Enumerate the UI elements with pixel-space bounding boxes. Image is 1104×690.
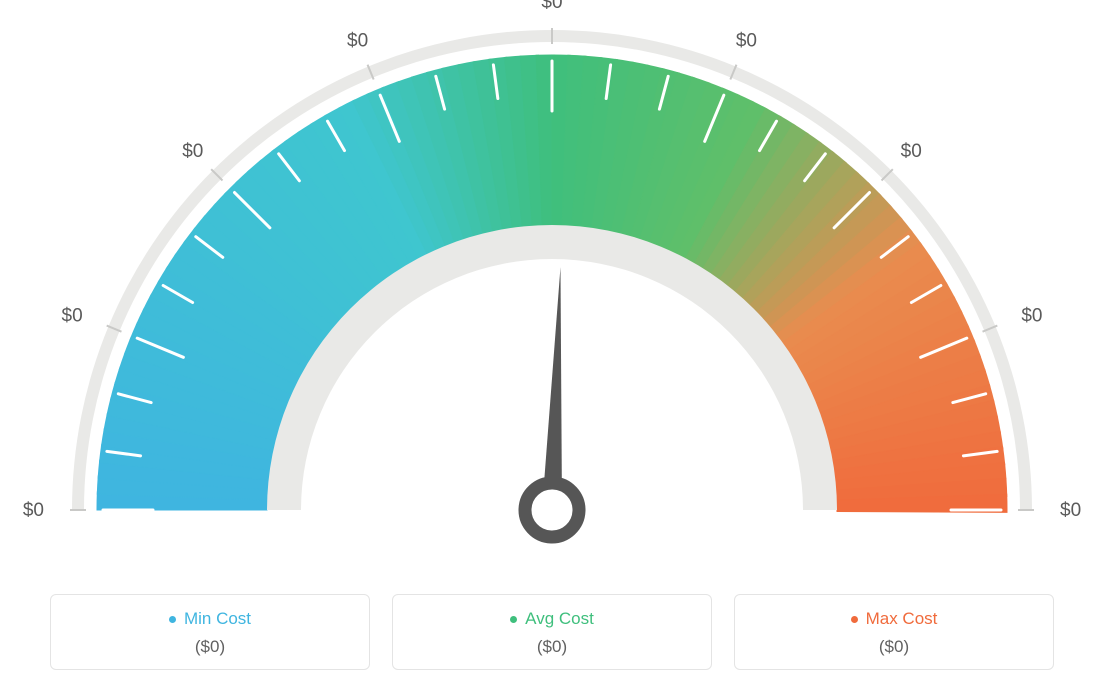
gauge-tick-label: $0 [901, 141, 922, 162]
legend-title-text: Avg Cost [525, 609, 594, 629]
legend-title: Max Cost [851, 609, 938, 629]
legend-dot-icon [169, 616, 176, 623]
gauge-tick-label: $0 [736, 31, 757, 52]
cost-gauge-container: $0 $0 $0 $0 $0 $0 $0 $0 $0 Min Cost ($0) Avg Cost (… [0, 0, 1104, 690]
legend-card-max-cost: Max Cost ($0) [734, 594, 1054, 670]
gauge-tick-label: $0 [1060, 500, 1081, 521]
legend-card-min-cost: Min Cost ($0) [50, 594, 370, 670]
legend-value: ($0) [403, 637, 701, 657]
legend-card-avg-cost: Avg Cost ($0) [392, 594, 712, 670]
legend-dot-icon [510, 616, 517, 623]
legend-value: ($0) [745, 637, 1043, 657]
gauge-tick-label: $0 [23, 500, 44, 521]
gauge-tick-label: $0 [1021, 306, 1042, 327]
legend-dot-icon [851, 616, 858, 623]
legend-title: Avg Cost [510, 609, 594, 629]
gauge-chart: $0 $0 $0 $0 $0 $0 $0 $0 $0 [0, 0, 1104, 560]
gauge-tick-label: $0 [62, 306, 83, 327]
legend-title: Min Cost [169, 609, 251, 629]
legend-row: Min Cost ($0) Avg Cost ($0) Max Cost ($0) [50, 594, 1054, 670]
legend-title-text: Min Cost [184, 609, 251, 629]
gauge-needle [524, 266, 587, 538]
gauge-tick-label: $0 [182, 141, 203, 162]
legend-value: ($0) [61, 637, 359, 657]
legend-title-text: Max Cost [866, 609, 938, 629]
gauge-tick-label: $0 [347, 31, 368, 52]
gauge-tick-label: $0 [541, 0, 562, 13]
